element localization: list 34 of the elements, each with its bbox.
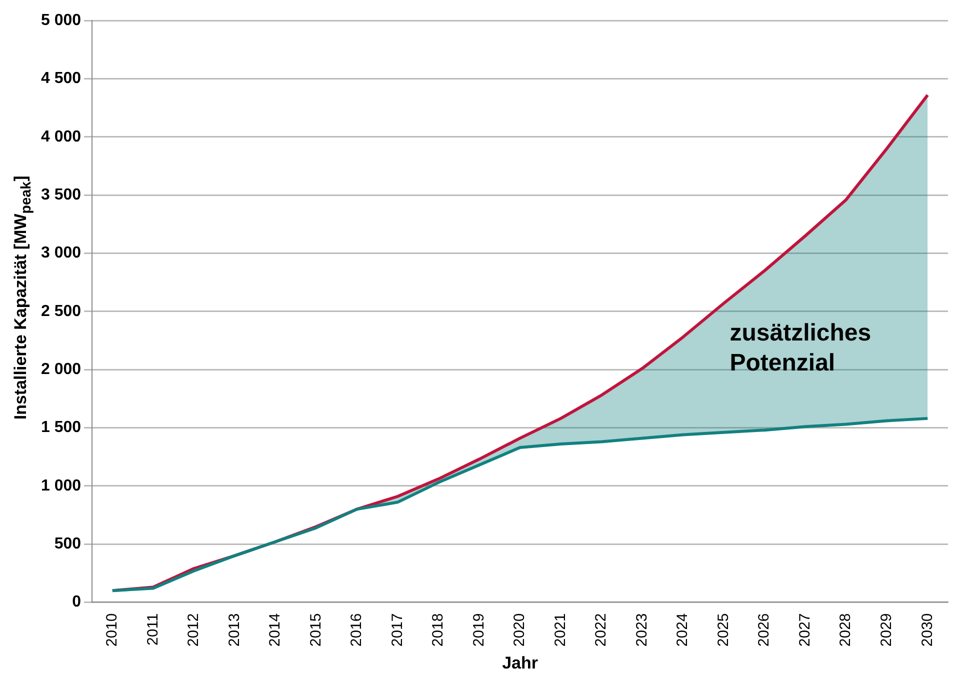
x-axis-title: Jahr	[502, 653, 538, 672]
x-tick-label: 2016	[348, 613, 366, 647]
y-tick-label: 3 000	[40, 244, 82, 262]
y-tick-label: 1 500	[40, 419, 82, 436]
x-tick-label: 2018	[430, 613, 447, 647]
y-tick-label: 2 500	[40, 302, 82, 320]
x-tick-label: 2017	[388, 613, 406, 647]
x-tick-label: 2027	[796, 613, 814, 647]
x-tick-label: 2014	[266, 613, 284, 647]
x-tick-label: 2012	[185, 613, 202, 647]
x-tick-label: 2030	[918, 613, 936, 647]
y-tick-label: 4 500	[40, 70, 82, 88]
annotation: zusätzliches Potenzial	[730, 319, 872, 376]
x-tick-label: 2019	[470, 613, 488, 647]
x-tick-label: 2023	[633, 613, 650, 647]
x-tick-label: 2024	[674, 613, 692, 647]
y-tick-label: 4 000	[40, 128, 82, 146]
x-tick-label: 2020	[511, 613, 528, 647]
x-tick-label: 2021	[552, 613, 569, 647]
x-tick-label: 2022	[592, 613, 610, 647]
x-tick-label: 2013	[226, 613, 243, 647]
y-tick-label: 1 000	[40, 477, 82, 494]
y-tick-label: 500	[54, 535, 82, 552]
y-tick-label: 5 000	[40, 12, 82, 30]
x-tick-label: 2028	[837, 613, 854, 647]
x-tick-label: 2010	[104, 613, 121, 647]
y-tick-label: 2 000	[40, 360, 82, 378]
x-tick-label: 2025	[714, 613, 732, 647]
y-tick-label: 0	[72, 594, 82, 611]
x-tick-label: 2026	[756, 613, 773, 647]
x-tick-label: 2029	[878, 613, 895, 647]
x-tick-label: 2011	[144, 613, 162, 646]
y-tick-label: 3 500	[40, 186, 82, 204]
x-tick-label: 2015	[307, 613, 324, 647]
